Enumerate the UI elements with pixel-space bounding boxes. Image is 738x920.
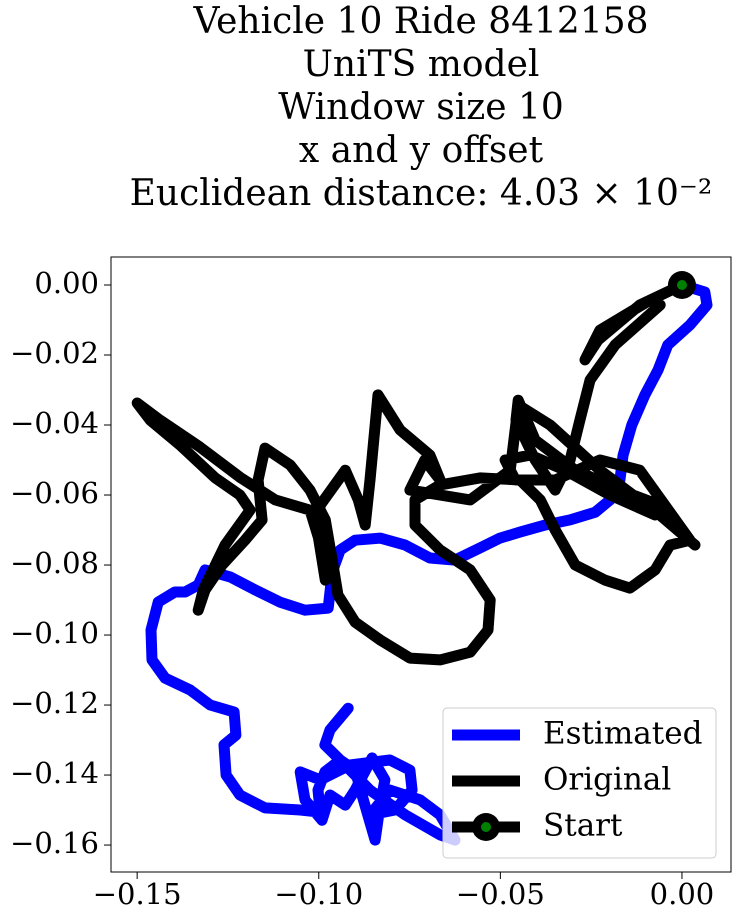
y-tick-label: 0.00 [34, 266, 99, 300]
chart-title: Window size 10 [278, 87, 564, 128]
trajectory-line [131, 279, 701, 666]
chart-title: Vehicle 10 Ride 8412158 [192, 1, 648, 42]
x-tick-label: −0.10 [274, 877, 363, 911]
y-tick-label: −0.06 [10, 476, 99, 510]
y-tick-label: −0.02 [10, 336, 99, 370]
legend-label: Original [543, 762, 671, 798]
legend-marker-center [481, 822, 491, 832]
x-tick-label: −0.15 [93, 877, 182, 911]
start-marker-center [676, 280, 687, 291]
y-tick-label: −0.04 [10, 406, 99, 440]
legend: Estimated Original Start [442, 707, 717, 859]
legend-box [442, 707, 717, 859]
legend-label: Start [543, 808, 623, 844]
y-tick-label: −0.08 [10, 546, 99, 580]
trajectory-line [145, 279, 713, 846]
chart-title: x and y offset [299, 130, 544, 171]
legend-label: Estimated [543, 716, 702, 752]
chart-title: Euclidean distance: 4.03 × 10⁻² [130, 173, 713, 214]
chart-title: UniTS model [303, 44, 540, 85]
y-tick-label: −0.14 [10, 756, 99, 790]
y-tick-label: −0.12 [10, 686, 99, 720]
plot-frame [110, 256, 732, 873]
x-tick-label: −0.05 [456, 877, 545, 911]
plot-area [131, 271, 713, 846]
y-tick-label: −0.10 [10, 616, 99, 650]
x-tick-label: 0.00 [650, 877, 715, 911]
y-tick-label: −0.16 [10, 826, 99, 860]
